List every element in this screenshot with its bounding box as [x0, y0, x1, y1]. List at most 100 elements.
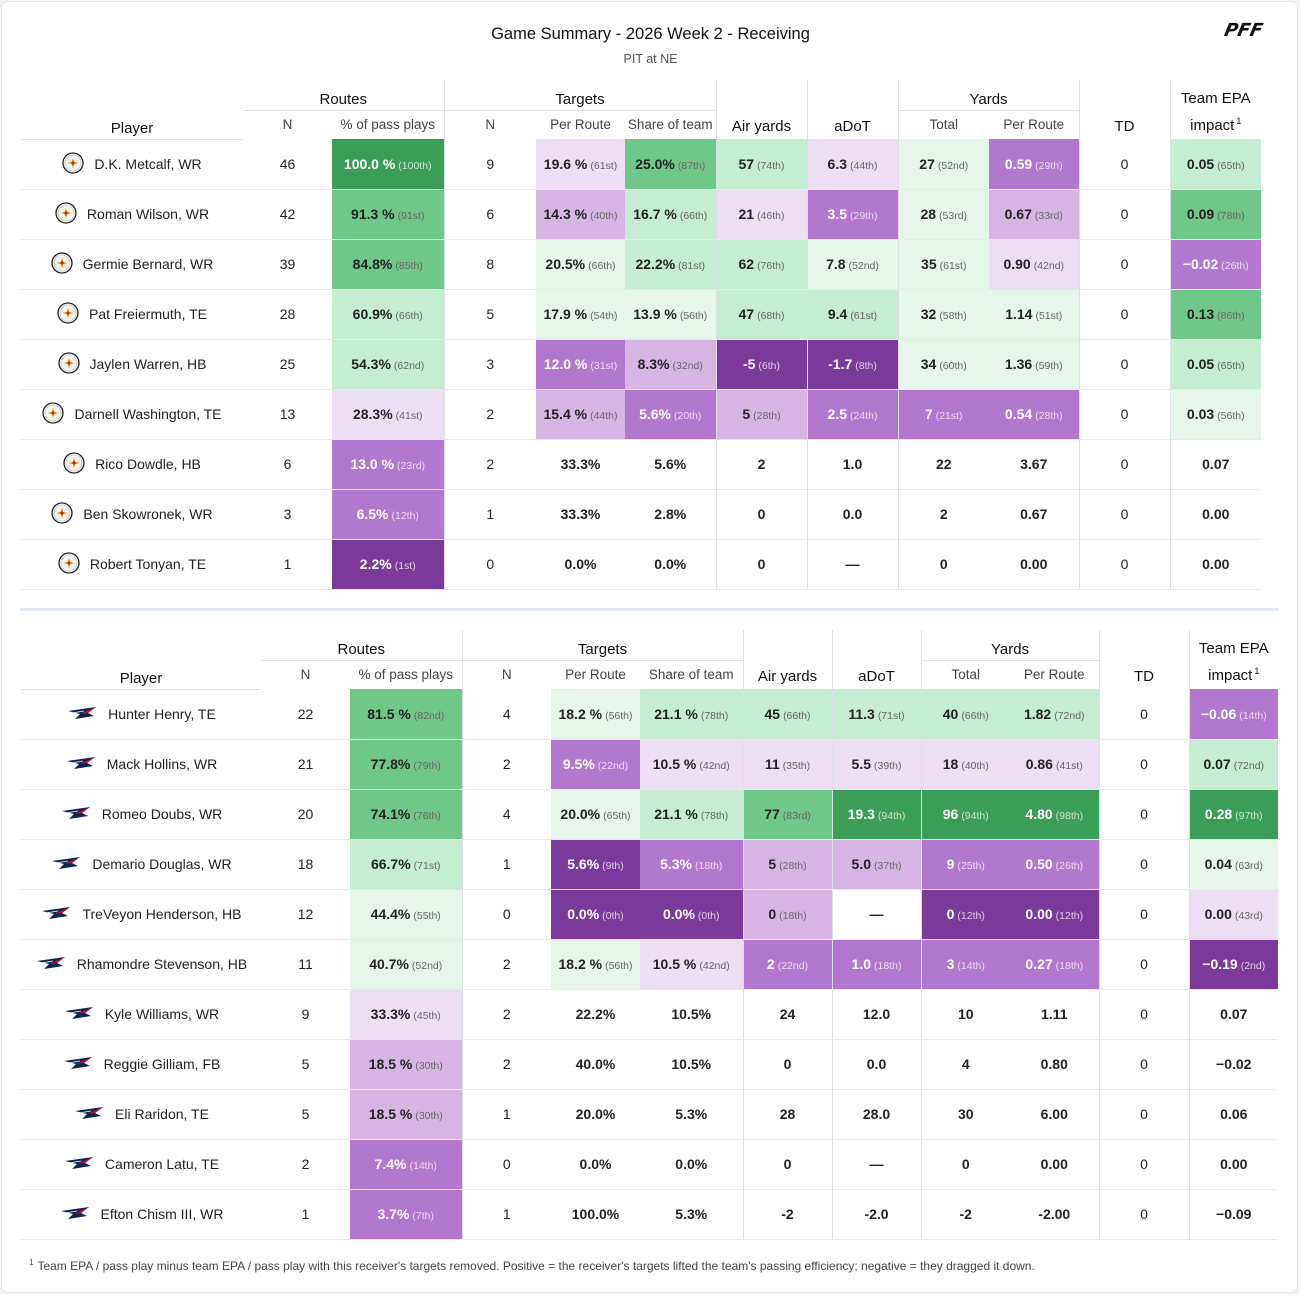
yards-group-header: Yards	[897, 80, 1080, 111]
targets-n-cell: 9	[443, 139, 536, 190]
player-name: Efton Chism III, WR	[100, 1206, 224, 1222]
routes-n-cell: 11	[261, 939, 350, 990]
ytot-cell: 34 (60th)	[897, 339, 989, 390]
table-row: Rhamondre Stevenson, HB 11 40.7% (52nd) 2 18.…	[21, 939, 1279, 990]
ypr-cell: 0.54 (28th)	[989, 389, 1080, 440]
share-cell: 2.8%	[625, 489, 716, 540]
routes-n-cell: 25	[243, 339, 332, 390]
table-row: Eli Raridon, TE 5 18.5 % (30th) 1 20.0% 5.3% 28…	[21, 1089, 1279, 1140]
steelers-logo-icon	[57, 301, 79, 327]
routes-pct-cell: 3.7% (7th)	[350, 1189, 462, 1240]
routes-pct-cell: 91.3 % (91st)	[332, 189, 444, 240]
table-row: D.K. Metcalf, WR 46 100.0 % (100th) 9 19.6 %(…	[21, 139, 1262, 190]
td-header: TD	[1078, 80, 1171, 139]
routes-pct-cell: 77.8% (79th)	[350, 739, 462, 790]
routes-pct-cell: 66.7% (71st)	[350, 839, 462, 890]
share-cell: 5.3%	[640, 1089, 743, 1140]
td-header: TD	[1098, 630, 1190, 689]
svg-text:PFF: PFF	[1222, 20, 1265, 41]
td-cell: 0	[1078, 139, 1171, 190]
ypr-cell: 0.67 (33rd)	[989, 189, 1080, 240]
per-route-cell: 20.0% (65th)	[551, 789, 640, 840]
epa-cell: 0.05 (65th)	[1169, 339, 1262, 390]
yards-total-header: Total	[920, 660, 1010, 689]
ytot-cell: 9 (25th)	[920, 839, 1010, 890]
player-cell: Efton Chism III, WR	[21, 1189, 261, 1240]
per-route-cell: 15.4 % (44th)	[536, 389, 625, 440]
epa-cell: 0.00	[1169, 489, 1262, 540]
ypr-cell: 4.80 (98th)	[1010, 789, 1100, 840]
targets-n-cell: 2	[461, 939, 551, 990]
patriots-logo-icon	[50, 855, 82, 874]
table-row: Efton Chism III, WR 1 3.7% (7th) 1 100.0% 5.3%…	[21, 1189, 1279, 1240]
targets-n-cell: 4	[461, 689, 551, 740]
player-name: Jaylen Warren, HB	[89, 356, 207, 372]
td-cell: 0	[1098, 939, 1190, 990]
routes-group-header: Routes	[261, 630, 462, 661]
adot-cell: —	[806, 539, 898, 590]
share-cell: 5.6%	[625, 439, 716, 490]
ytot-cell: 0	[897, 539, 989, 590]
table-row: Mack Hollins, WR 21 77.8% (79th) 2 9.5% (22nd)…	[21, 739, 1279, 790]
per-route-cell: 0.0%	[551, 1139, 640, 1190]
targets-n-cell: 0	[461, 889, 551, 940]
ypr-cell: 0.86 (41st)	[1010, 739, 1100, 790]
targets-group-header: Targets	[461, 630, 743, 661]
air-cell: -5 (6th)	[715, 339, 807, 390]
adot-cell: 9.4 (61st)	[806, 289, 898, 340]
pff-logo-icon: PFF	[1222, 20, 1265, 41]
player-name: Germie Bernard, WR	[82, 256, 214, 272]
routes-n-cell: 5	[261, 1089, 350, 1140]
targets-n-cell: 5	[443, 289, 536, 340]
routes-n-cell: 22	[261, 689, 350, 740]
air-cell: 0	[742, 1139, 832, 1190]
patriots-logo-icon	[59, 1205, 91, 1224]
ytot-cell: 96 (94th)	[920, 789, 1010, 840]
epa-cell: −0.06 (14th)	[1188, 689, 1279, 740]
ypr-cell: 0.50 (26th)	[1010, 839, 1100, 890]
adot-cell: —	[831, 1139, 921, 1190]
share-cell: 10.5 % (42nd)	[640, 739, 743, 790]
ytot-cell: 3 (14th)	[920, 939, 1010, 990]
td-cell: 0	[1078, 389, 1171, 440]
per-route-cell: 5.6% (9th)	[551, 839, 640, 890]
patriots-logo-icon	[73, 1105, 105, 1124]
td-cell: 0	[1078, 489, 1171, 540]
ypr-cell: 1.14 (51st)	[989, 289, 1080, 340]
player-name: Pat Freiermuth, TE	[88, 306, 207, 322]
ypr-cell: 0.00	[989, 539, 1080, 590]
routes-n-cell: 21	[261, 739, 350, 790]
targets-n-header: N	[443, 110, 536, 139]
player-cell: Rhamondre Stevenson, HB	[21, 939, 261, 990]
per-route-cell: 0.0% (0th)	[551, 889, 640, 940]
table-row: Reggie Gilliam, FB 5 18.5 % (30th) 2 40.0% 10.…	[21, 1039, 1279, 1090]
player-cell: Demario Douglas, WR	[21, 839, 261, 890]
patriots-logo-icon	[63, 1155, 95, 1174]
air-cell: 2	[715, 439, 807, 490]
targets-n-cell: 2	[461, 1039, 551, 1090]
per-route-cell: 0.0%	[536, 539, 625, 590]
share-cell: 8.3% (32nd)	[625, 339, 716, 390]
player-cell: Rico Dowdle, HB	[21, 439, 243, 490]
patriots-logo-icon	[35, 955, 67, 974]
player-cell: Ben Skowronek, WR	[21, 489, 243, 540]
steelers-logo-icon	[58, 551, 80, 577]
adot-cell: -1.7 (8th)	[806, 339, 898, 390]
table-row: Hunter Henry, TE 22 81.5 % (82nd) 4 18.2 % (56…	[21, 689, 1279, 740]
player-name: Cameron Latu, TE	[104, 1156, 220, 1172]
ypr-cell: 0.00	[1010, 1139, 1100, 1190]
ytot-cell: 30	[920, 1089, 1010, 1140]
air-cell: 0	[715, 489, 807, 540]
table-row: Rico Dowdle, HB 6 13.0 % (23rd) 2 33.3% 5.6% 2 1…	[21, 439, 1262, 490]
yards-total-header: Total	[897, 110, 989, 139]
player-name: Darnell Washington, TE	[74, 406, 222, 422]
share-cell: 10.5%	[640, 989, 743, 1040]
epa-cell: 0.00	[1188, 1139, 1279, 1190]
share-cell: 16.7 % (66th)	[625, 189, 716, 240]
air-cell: 62 (76th)	[715, 239, 807, 290]
air-cell: 0	[742, 1039, 832, 1090]
player-name: Reggie Gilliam, FB	[103, 1056, 221, 1072]
td-cell: 0	[1098, 789, 1190, 840]
patriots-logo-icon	[65, 755, 97, 774]
air-cell: 47 (68th)	[715, 289, 807, 340]
